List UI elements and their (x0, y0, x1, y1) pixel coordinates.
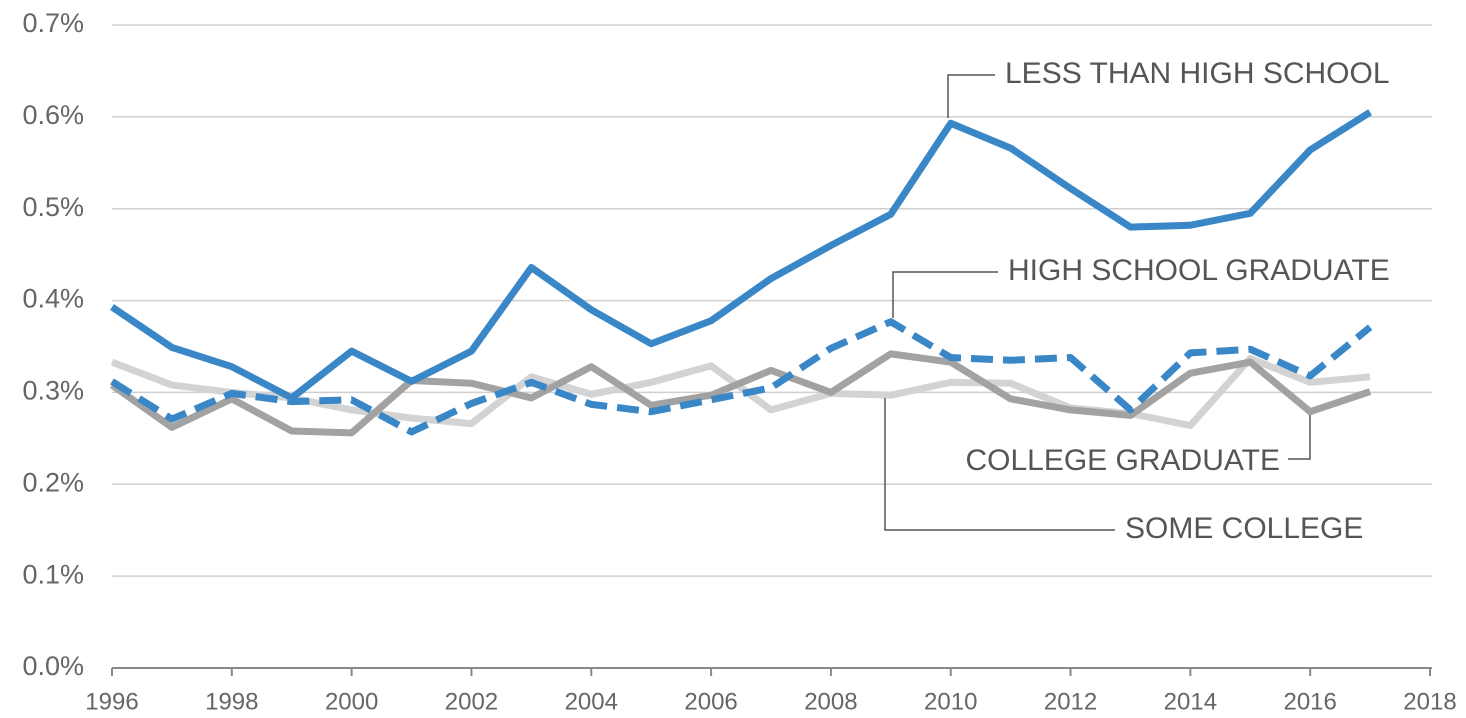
x-tick-label: 2014 (1164, 688, 1217, 715)
x-tick-label: 2016 (1283, 688, 1336, 715)
y-tick-label: 0.7% (22, 8, 84, 38)
y-tick-label: 0.3% (22, 376, 84, 406)
x-tick-label: 2010 (924, 688, 977, 715)
y-tick-label: 0.1% (22, 559, 84, 589)
y-tick-label: 0.0% (22, 651, 84, 681)
x-tick-label: 2002 (445, 688, 498, 715)
y-tick-label: 0.5% (22, 192, 84, 222)
x-tick-label: 2000 (325, 688, 378, 715)
series-label: COLLEGE GRADUATE (965, 444, 1280, 477)
leader-line (892, 271, 998, 318)
y-tick-label: 0.4% (22, 284, 84, 314)
x-tick-label: 2012 (1044, 688, 1097, 715)
x-tick-label: 2004 (565, 688, 618, 715)
y-tick-label: 0.6% (22, 100, 84, 130)
series-label: LESS THAN HIGH SCHOOL (1005, 57, 1390, 90)
y-tick-label: 0.2% (22, 467, 84, 497)
x-tick-label: 2006 (684, 688, 737, 715)
series-label: SOME COLLEGE (1125, 512, 1363, 545)
x-tick-label: 1998 (205, 688, 258, 715)
leader-line (1288, 415, 1311, 460)
series-line (110, 318, 1373, 436)
series-line (109, 350, 1372, 437)
x-tick-label: 2008 (804, 688, 857, 715)
series-label: HIGH SCHOOL GRADUATE (1008, 254, 1390, 287)
leader-line (947, 74, 995, 118)
series-line (110, 109, 1372, 402)
x-tick-label: 1996 (85, 688, 138, 715)
leader-line (884, 398, 1115, 531)
x-tick-label: 2018 (1403, 688, 1456, 715)
